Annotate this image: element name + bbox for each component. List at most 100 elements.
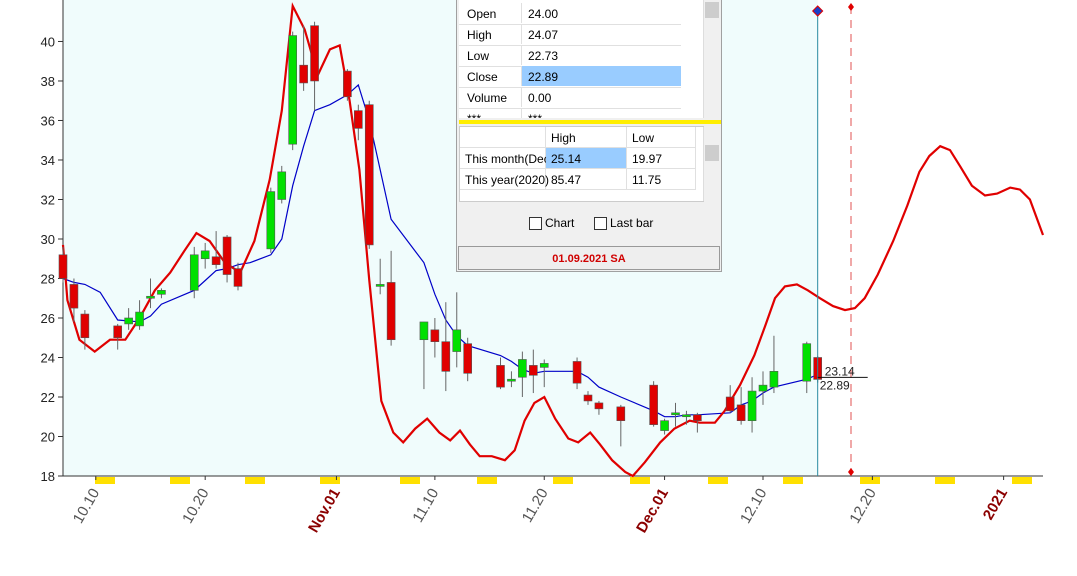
quote-row: Open 24.00 [459, 3, 681, 25]
candle-body [266, 191, 276, 250]
candle-body [189, 254, 199, 291]
quote-key: Volume [467, 91, 508, 105]
candle-body [452, 329, 462, 352]
range-label: This year(2020) [460, 169, 549, 190]
quote-value: 22.73 [521, 45, 681, 65]
x-tick-label: 10.10 [70, 486, 103, 527]
weekend-marker [400, 477, 420, 484]
candle-body [299, 64, 308, 84]
header-cell: Low [627, 127, 696, 148]
weekend-marker [95, 477, 115, 484]
candle-body [649, 384, 658, 425]
quote-key: Low [467, 49, 490, 63]
candle-body [211, 256, 221, 265]
candle-body [354, 110, 363, 129]
candle-body [616, 406, 626, 421]
quote-value: 24.00 [521, 3, 681, 23]
y-tick-label: 30 [41, 232, 55, 247]
candle-body [736, 404, 746, 421]
quote-row: Close 22.89 [459, 66, 681, 88]
y-tick-label: 18 [41, 469, 55, 484]
candle-body [310, 25, 319, 82]
weekend-marker [783, 477, 803, 484]
y-tick-label: 20 [41, 429, 55, 444]
quote-value: 24.07 [521, 24, 681, 44]
status-date: 01.09.2021 SA [458, 246, 720, 270]
quote-value: 22.89 [521, 66, 681, 86]
weekend-marker [553, 477, 573, 484]
scrollbar[interactable] [703, 127, 720, 201]
x-tick-label: 11.10 [409, 486, 442, 526]
quote-value: 0.00 [521, 87, 681, 107]
cursor-marker [848, 468, 854, 476]
x-tick-label: 2021 [980, 486, 1011, 523]
candle-body [419, 321, 429, 341]
y-tick-label: 34 [41, 153, 55, 168]
candle-body [507, 378, 516, 382]
range-value: 85.47 [546, 169, 627, 190]
candle-body [69, 284, 79, 309]
scrollbar[interactable] [703, 0, 720, 118]
range-value: 11.75 [627, 169, 696, 190]
candle-body [682, 414, 691, 418]
weekend-marker [245, 477, 265, 484]
weekend-marker [708, 477, 728, 484]
checkbox-box[interactable] [529, 217, 542, 230]
y-tick-label: 24 [41, 350, 55, 365]
checkbox-label[interactable]: Last bar [610, 216, 654, 230]
candle-body [343, 70, 352, 98]
weekend-marker [477, 477, 497, 484]
weekend-markers [95, 477, 1032, 484]
scroll-thumb[interactable] [705, 145, 719, 161]
y-tick-label: 36 [41, 113, 55, 128]
candle-body [135, 311, 144, 327]
quote-key: *** [467, 112, 481, 118]
candle-body [747, 390, 757, 421]
header-cell: High [546, 127, 627, 148]
quote-row: Volume 0.00 [459, 87, 681, 109]
candle-body [572, 361, 582, 384]
candle-body [693, 414, 702, 421]
y-tick-label: 28 [41, 271, 55, 286]
cursor-marker [848, 3, 854, 11]
candle-body [364, 104, 374, 246]
candle-body [375, 284, 385, 287]
candle-body [594, 402, 604, 410]
candle-body [539, 363, 549, 368]
x-tick-label: 12.10 [737, 486, 770, 527]
checkbox-label[interactable]: Chart [545, 216, 575, 230]
candle-body [200, 250, 210, 260]
candle-body [288, 35, 297, 145]
range-table: High Low This month(Dec) 25.14 19.97 Thi… [459, 126, 704, 202]
quote-row: Low 22.73 [459, 45, 681, 67]
candle-body [518, 359, 527, 378]
range-label: This month(Dec) [460, 148, 554, 169]
candle-body [386, 282, 396, 341]
range-value: 19.97 [627, 148, 696, 169]
candle-body [222, 236, 232, 275]
checkbox-box[interactable] [594, 217, 607, 230]
candle-body [463, 343, 472, 374]
candle-body [157, 290, 166, 295]
x-tick-label: 11.20 [519, 486, 552, 526]
weekend-marker [320, 477, 340, 484]
candle-body [430, 329, 440, 342]
quote-row: High 24.07 [459, 24, 681, 46]
weekend-marker [1012, 477, 1032, 484]
value-label: 23.14 [825, 364, 855, 378]
candle-body [124, 317, 133, 325]
candle-body [725, 396, 735, 412]
candle-body [583, 394, 593, 402]
info-panel: Open 24.00 High 24.07 Low 22.73 Close 22.89 … [456, 0, 722, 272]
quote-table: Open 24.00 High 24.07 Low 22.73 Close 22.89 … [459, 0, 704, 118]
candle-body [496, 365, 505, 388]
scroll-thumb[interactable] [705, 2, 719, 18]
quote-key: Close [467, 70, 498, 84]
weekend-marker [860, 477, 880, 484]
y-tick-label: 40 [41, 34, 55, 49]
candle-body [769, 371, 779, 388]
candle-body [146, 295, 155, 299]
candle-body [80, 313, 90, 339]
header-cell [460, 127, 546, 148]
